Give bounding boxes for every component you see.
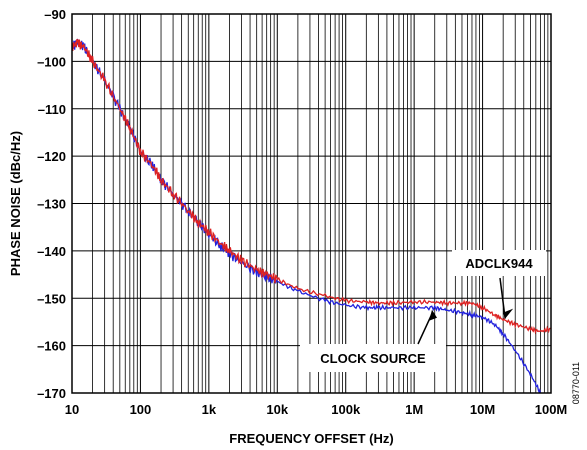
y-axis-title: PHASE NOISE (dBc/Hz) <box>8 131 23 276</box>
x-tick-label: 10k <box>266 402 288 417</box>
figure-id: 08770-011 <box>571 362 581 404</box>
y-tick-label: –130 <box>37 197 66 212</box>
y-tick-label: –90 <box>44 7 66 22</box>
series-line-adclk944 <box>71 38 552 335</box>
grid <box>71 13 551 394</box>
adclk944-arrow <box>499 277 506 319</box>
y-tick-label: –140 <box>37 244 66 259</box>
y-tick-label: –100 <box>37 54 66 69</box>
adclk944-label-bg <box>452 250 546 276</box>
y-tick-label: –110 <box>38 102 66 117</box>
series-line-clock-source <box>71 38 542 394</box>
y-tick-label: –170 <box>37 386 66 401</box>
x-tick-label: 1k <box>202 402 217 417</box>
clock-source-label-bg <box>300 344 446 372</box>
clock-source-arrowhead <box>429 309 437 321</box>
y-tick-labels: –90 –100 –110 –120 –130 –140 –150 –160 –170 <box>37 7 66 401</box>
adclk944-label: ADCLK944 <box>465 256 533 271</box>
clock-source-label: CLOCK SOURCE <box>320 351 426 366</box>
x-tick-label: 100 <box>130 402 152 417</box>
x-tick-label: 10 <box>65 402 79 417</box>
y-tick-label: –150 <box>37 291 66 306</box>
x-tick-labels: 10 100 1k 10k 100k 1M 10M 100M <box>65 402 568 417</box>
x-tick-label: 10M <box>470 402 495 417</box>
x-tick-label: 100k <box>331 402 361 417</box>
x-tick-label: 100M <box>535 402 568 417</box>
y-tick-label: –120 <box>37 149 66 164</box>
series-group <box>71 38 552 394</box>
plot-frame <box>71 13 552 394</box>
x-axis-title: FREQUENCY OFFSET (Hz) <box>229 431 393 446</box>
adclk944-arrowhead <box>503 308 514 319</box>
y-tick-label: –160 <box>37 339 66 354</box>
annotations: ADCLK944 CLOCK SOURCE <box>300 250 546 372</box>
x-tick-label: 1M <box>405 402 423 417</box>
